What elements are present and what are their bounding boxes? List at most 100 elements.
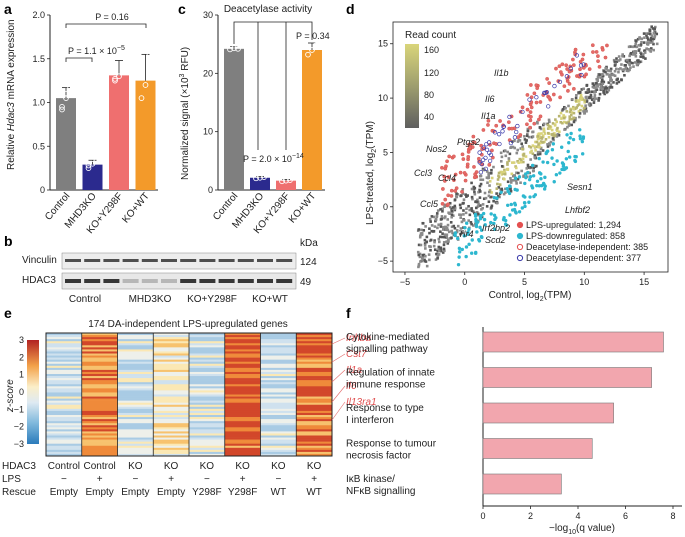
density-cell [488, 184, 491, 187]
density-cell [441, 207, 444, 211]
density-cell [563, 128, 566, 131]
heatmap-cell [224, 429, 261, 432]
density-cell [509, 187, 512, 191]
heatmap-cell [117, 378, 154, 381]
up-gene-point [567, 82, 572, 86]
down-gene-point [573, 154, 577, 159]
density-cell [599, 84, 603, 88]
density-cell [628, 58, 631, 62]
density-cell [646, 38, 650, 41]
data-point [235, 45, 241, 52]
heatmap-cell [224, 371, 261, 375]
heatmap-cell [296, 355, 333, 358]
x-tick-label: 5 [522, 277, 527, 287]
density-cell [615, 57, 618, 60]
heatmap-cell [296, 345, 333, 348]
density-cell [488, 179, 492, 183]
density-cell [440, 217, 443, 221]
down-gene-point [535, 179, 540, 183]
heatmap-cell [81, 392, 118, 395]
down-gene-point [559, 145, 564, 149]
heatmap-cell [117, 453, 154, 457]
density-cell [434, 258, 438, 261]
heatmap-cell [46, 437, 83, 440]
heatmap-cell [81, 365, 118, 369]
heatmap-cell [153, 369, 190, 373]
density-cell [572, 105, 575, 109]
down-gene-point [479, 213, 484, 218]
density-cell [443, 205, 446, 209]
heatmap-cell [296, 343, 333, 346]
panel-e-cells [46, 333, 333, 457]
blot-membrane-vinculin [61, 252, 297, 270]
x-tick-label: −5 [400, 277, 410, 287]
density-cell [448, 201, 452, 205]
density-cell [538, 150, 542, 154]
density-cell [634, 39, 637, 42]
density-cell [619, 67, 622, 70]
density-cell [592, 86, 596, 89]
density-cell [525, 167, 529, 170]
density-cell [423, 238, 427, 242]
density-cell [624, 64, 627, 67]
density-cell [511, 179, 515, 182]
term-label-line2: I interferon [346, 415, 394, 426]
data-point [305, 51, 311, 58]
panel-a-p-mid-exp: −5 [117, 45, 125, 52]
y-tick-label: 10 [203, 127, 213, 137]
panel-d-xlabel: Control, log2(TPM) [489, 290, 572, 303]
density-cell [596, 78, 599, 81]
x-tick-label: 6 [623, 511, 628, 521]
x-tick-label: 0 [462, 277, 467, 287]
da-dependent-point [514, 129, 519, 135]
density-cell [544, 138, 548, 141]
x-category-label: KO+WT [287, 191, 318, 226]
gene-label-il1a: Il1a [481, 111, 496, 121]
gene-label-sesn1: Sesn1 [567, 182, 593, 192]
density-cell [603, 92, 606, 96]
heatmap-cell [189, 396, 226, 399]
density-cell [512, 174, 515, 178]
down-gene-point [522, 200, 527, 205]
down-gene-point [456, 236, 460, 241]
heatmap-cell [81, 427, 118, 430]
density-cell [646, 36, 649, 40]
heatmap-cell [189, 388, 226, 391]
up-gene-point [452, 154, 456, 159]
density-cell [620, 63, 623, 66]
density-cell [441, 251, 445, 254]
heatmap-cell [189, 451, 226, 455]
heatmap-cell [224, 404, 261, 408]
density-cell [563, 116, 566, 120]
heatmap-cell [153, 339, 190, 342]
density-cell [516, 177, 520, 181]
down-gene-point [527, 177, 532, 182]
y-tick-label: 0 [40, 185, 45, 195]
density-cell [572, 111, 576, 115]
down-gene-point [552, 180, 556, 184]
down-gene-point [462, 234, 466, 238]
density-cell [645, 33, 648, 37]
density-cell [568, 117, 572, 121]
density-cell [459, 213, 463, 217]
density-cell [575, 93, 578, 97]
density-cell [604, 70, 607, 74]
density-cell [417, 243, 421, 247]
heatmap-cell [296, 410, 333, 414]
density-cell [583, 112, 586, 115]
heatmap-cell [296, 429, 333, 432]
density-cell [526, 163, 530, 167]
density-cell [520, 142, 524, 146]
density-cell [502, 172, 505, 175]
condition-cell: + [168, 474, 174, 485]
density-cell [628, 54, 631, 58]
density-cell [432, 244, 436, 248]
heatmap-cell [117, 349, 154, 352]
heatmap-cell [296, 427, 333, 430]
density-cell [424, 225, 427, 228]
heatmap-cell [81, 398, 118, 401]
heatmap-cell [296, 404, 333, 408]
heatmap-cell [117, 421, 154, 424]
density-cell [625, 60, 629, 63]
density-cell [437, 245, 441, 249]
